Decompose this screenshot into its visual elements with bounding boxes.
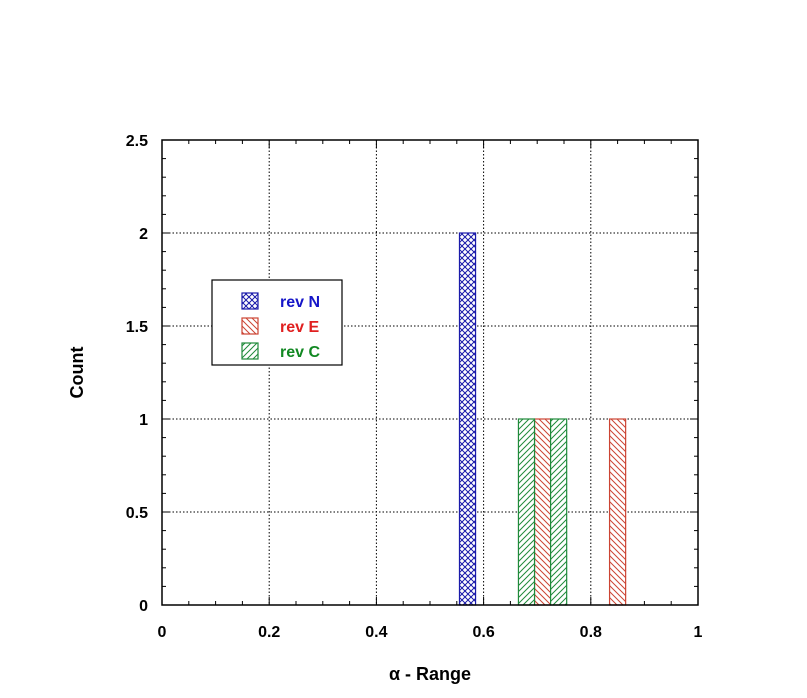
legend-label: rev E [280, 319, 319, 336]
y-tick-labels: 0 0.5 1 1.5 2 2.5 [126, 133, 148, 615]
legend-swatch [241, 317, 259, 335]
x-tick-label: 0.2 [258, 624, 280, 641]
legend-label: rev N [280, 294, 320, 311]
bar-rev-c [549, 418, 568, 606]
legend-box [211, 279, 343, 366]
y-tick-label: 0 [139, 598, 148, 615]
legend-swatch [241, 292, 259, 310]
y-tick-label: 1.5 [126, 319, 148, 336]
grid-lines [162, 140, 698, 605]
bar-rev-e [608, 418, 627, 606]
bar-rev-n [458, 232, 477, 606]
x-tick-label: 0 [158, 624, 167, 641]
x-tick-labels: 0 0.2 0.4 0.6 0.8 1 [158, 624, 703, 641]
x-axis-title: α - Range [389, 664, 471, 684]
x-tick-label: 0.4 [365, 624, 387, 641]
y-tick-label: 1 [139, 412, 148, 429]
y-tick-label: 0.5 [126, 505, 148, 522]
x-tick-label: 0.6 [472, 624, 494, 641]
x-tick-label: 1 [694, 624, 703, 641]
bar-rev-c [517, 418, 536, 606]
legend-label: rev C [280, 344, 320, 361]
bars [458, 232, 627, 606]
y-tick-label: 2 [139, 226, 148, 243]
legend-swatch [241, 342, 259, 360]
y-tick-label: 2.5 [126, 133, 148, 150]
plot-frame [161, 139, 699, 606]
y-axis-title: Count [67, 347, 87, 399]
legend: rev N rev E rev C [211, 279, 343, 366]
bar-rev-e [533, 418, 552, 606]
x-tick-label: 0.8 [580, 624, 602, 641]
